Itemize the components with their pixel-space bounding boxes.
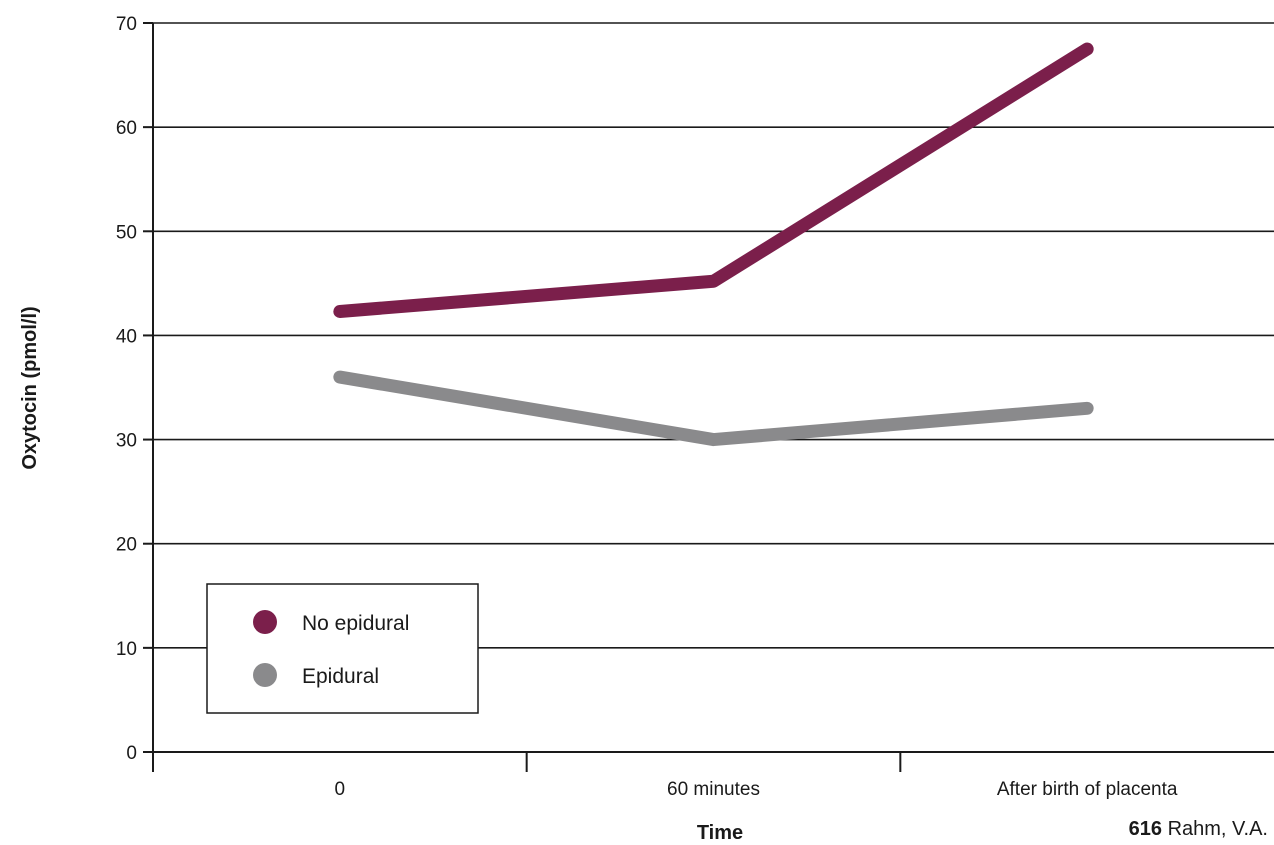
- y-tick-label: 20: [116, 535, 137, 556]
- legend-label-no-epidural: No epidural: [302, 612, 409, 635]
- citation: 616 Rahm, V.A.: [1129, 818, 1268, 840]
- series-line-epidural: [333, 370, 1094, 447]
- axes: [152, 23, 1274, 753]
- citation-number: 616: [1129, 818, 1162, 840]
- y-axis-title: Oxytocin (pmol/l): [19, 306, 41, 469]
- x-tick-label: After birth of placenta: [997, 779, 1178, 800]
- x-tick-label: 60 minutes: [667, 779, 760, 800]
- y-tick-labels: 0 10 20 30 40 50 60 70: [116, 14, 153, 764]
- legend-marker-no-epidural: [253, 610, 277, 634]
- legend-marker-epidural: [253, 663, 277, 687]
- gridlines: [153, 22, 1274, 649]
- x-tick-labels: 0 60 minutes After birth of placenta: [152, 752, 1178, 800]
- y-tick-label: 60: [116, 118, 137, 139]
- citation-text: Rahm, V.A.: [1162, 818, 1268, 840]
- y-tick-label: 70: [116, 14, 137, 35]
- legend-box: [206, 583, 479, 714]
- y-tick-label: 0: [126, 743, 137, 764]
- y-tick-label: 50: [116, 222, 137, 243]
- legend: No epidural Epidural: [206, 583, 479, 714]
- y-tick-label: 30: [116, 431, 137, 452]
- x-axis-title: Time: [697, 822, 743, 844]
- y-tick-label: 10: [116, 639, 137, 660]
- x-tick-label: 0: [335, 779, 346, 800]
- legend-label-epidural: Epidural: [302, 665, 379, 688]
- series-line-no-epidural: [333, 42, 1094, 318]
- y-tick-label: 40: [116, 326, 137, 347]
- series-lines: [333, 42, 1094, 447]
